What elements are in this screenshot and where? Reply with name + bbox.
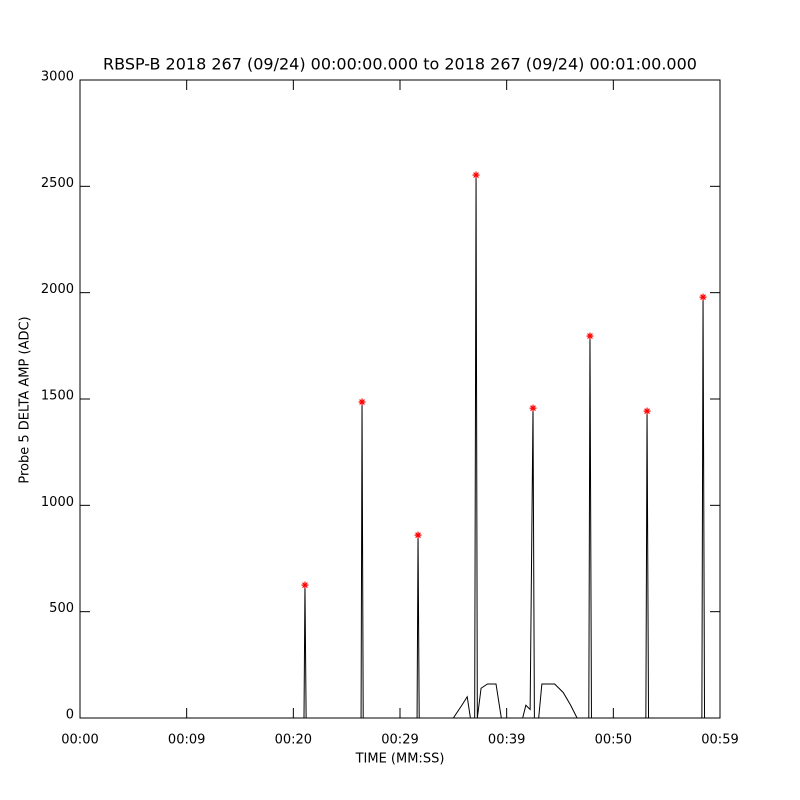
x-tick-label: 00:29: [381, 733, 418, 748]
x-tick-label: 00:39: [488, 733, 525, 748]
marker-stroke: [644, 408, 650, 414]
marker-stroke: [302, 582, 308, 588]
peak-marker: [643, 407, 651, 415]
peak-marker: [358, 398, 366, 406]
peak-marker: [301, 581, 309, 589]
y-tick-label: 2000: [41, 282, 74, 297]
x-axis-label: TIME (MM:SS): [355, 752, 445, 767]
x-tick-label: 00:00: [61, 733, 98, 748]
marker-stroke: [415, 532, 421, 538]
marker-stroke: [473, 172, 479, 178]
peak-marker: [472, 171, 480, 179]
peak-marker: [699, 293, 707, 301]
plot-frame: [79, 79, 721, 719]
y-tick-label: 1500: [41, 389, 74, 404]
y-tick-label: 3000: [41, 70, 74, 85]
marker-stroke: [700, 294, 706, 301]
y-tick-label: 500: [49, 601, 74, 616]
y-tick-label: 0: [66, 708, 74, 723]
x-tick-label: 00:50: [595, 733, 632, 748]
marker-stroke: [587, 333, 593, 339]
x-tick-label: 00:59: [701, 733, 738, 748]
peak-marker: [586, 332, 594, 340]
marker-stroke: [530, 405, 536, 412]
peak-marker: [529, 404, 537, 412]
marker-stroke: [359, 399, 365, 405]
peak-marker: [414, 531, 422, 539]
y-tick-label: 1000: [41, 495, 74, 510]
x-tick-label: 00:09: [168, 733, 205, 748]
y-tick-label: 2500: [41, 176, 74, 191]
x-tick-label: 00:20: [275, 733, 312, 748]
chart-title: RBSP-B 2018 267 (09/24) 00:00:00.000 to …: [103, 55, 697, 74]
y-axis-label: Probe 5 DELTA AMP (ADC): [18, 316, 33, 483]
data-line: [80, 175, 720, 719]
